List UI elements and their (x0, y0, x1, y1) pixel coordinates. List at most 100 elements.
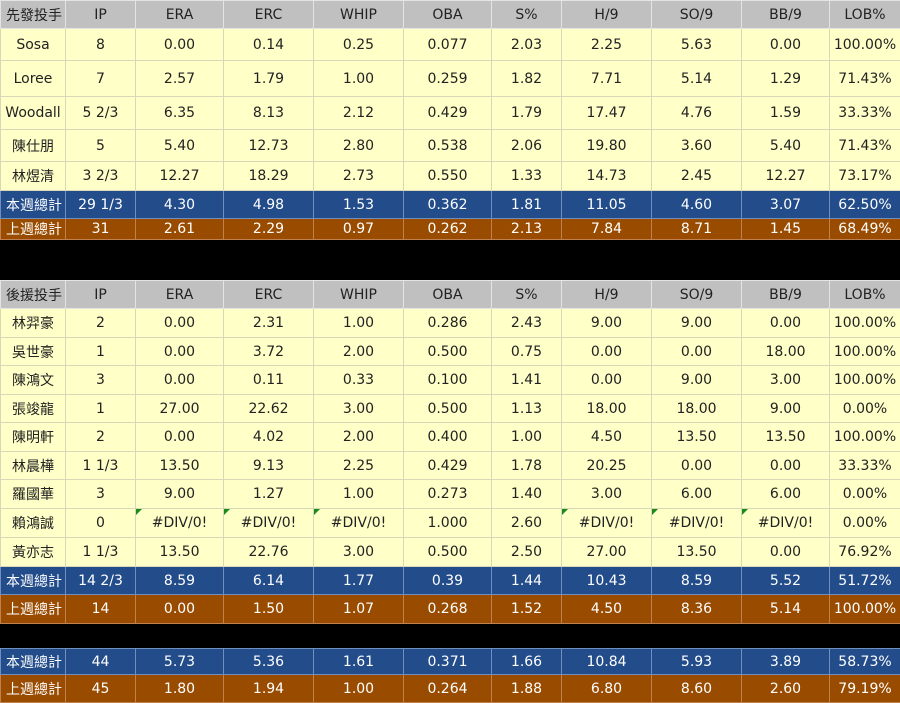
total-stat-cell[interactable]: 1.00 (314, 675, 404, 703)
stat-cell[interactable]: 0.273 (404, 480, 492, 509)
total-stat-cell[interactable]: 1.94 (224, 675, 314, 703)
column-header[interactable]: ERC (224, 281, 314, 309)
pitcher-name-cell[interactable]: Woodall (1, 97, 66, 130)
stat-cell[interactable]: 2 (66, 423, 136, 452)
stat-cell[interactable]: 0.077 (404, 29, 492, 61)
stat-cell[interactable]: 100.00% (830, 423, 900, 452)
total-stat-cell[interactable]: 8.71 (652, 219, 742, 240)
stat-cell[interactable]: 3.00 (562, 480, 652, 509)
total-stat-cell[interactable]: 3.07 (742, 191, 830, 219)
stat-cell[interactable]: 1.79 (492, 97, 562, 130)
total-stat-cell[interactable]: 7.84 (562, 219, 652, 240)
total-stat-cell[interactable]: 4.50 (562, 595, 652, 624)
stat-cell[interactable]: 18.29 (224, 162, 314, 191)
stat-cell[interactable]: 0.11 (224, 366, 314, 395)
stat-cell[interactable]: 12.27 (742, 162, 830, 191)
stat-cell[interactable]: 100.00% (830, 338, 900, 366)
total-stat-cell[interactable]: 14 (66, 595, 136, 624)
total-stat-cell[interactable]: 100.00% (830, 595, 900, 624)
pitcher-name-cell[interactable]: 林羿豪 (1, 309, 66, 338)
stat-cell[interactable]: 1.29 (742, 61, 830, 97)
stat-cell[interactable]: 2.06 (492, 130, 562, 162)
stat-cell[interactable]: 0.25 (314, 29, 404, 61)
stat-cell[interactable]: 7.71 (562, 61, 652, 97)
total-label-cell[interactable]: 本週總計 (1, 567, 66, 595)
total-stat-cell[interactable]: 8.60 (652, 675, 742, 703)
total-stat-cell[interactable]: 1.80 (136, 675, 224, 703)
total-stat-cell[interactable]: 1.88 (492, 675, 562, 703)
stat-cell[interactable]: 22.62 (224, 395, 314, 423)
stat-cell[interactable]: 76.92% (830, 538, 900, 567)
stat-cell[interactable]: 0.500 (404, 538, 492, 567)
column-header-role[interactable]: 先發投手 (1, 1, 66, 29)
stat-cell[interactable]: 0.00 (136, 309, 224, 338)
stat-cell[interactable]: 2.45 (652, 162, 742, 191)
total-stat-cell[interactable]: 5.52 (742, 567, 830, 595)
pitcher-name-cell[interactable]: 羅國華 (1, 480, 66, 509)
stat-cell[interactable]: 1.79 (224, 61, 314, 97)
total-stat-cell[interactable]: 1.52 (492, 595, 562, 624)
stat-cell[interactable]: 18.00 (652, 395, 742, 423)
stat-cell[interactable]: 20.25 (562, 452, 652, 480)
stat-cell[interactable]: 100.00% (830, 29, 900, 61)
stat-cell[interactable]: 0.259 (404, 61, 492, 97)
stat-cell[interactable]: 17.47 (562, 97, 652, 130)
stat-cell[interactable]: 71.43% (830, 61, 900, 97)
column-header[interactable]: SO/9 (652, 281, 742, 309)
stat-cell[interactable]: 1 1/3 (66, 452, 136, 480)
stat-cell[interactable]: #DIV/0! (562, 509, 652, 538)
stat-cell[interactable]: 2.25 (562, 29, 652, 61)
stat-cell[interactable]: 13.50 (136, 452, 224, 480)
stat-cell[interactable]: 0.00 (562, 338, 652, 366)
total-stat-cell[interactable]: 0.97 (314, 219, 404, 240)
stat-cell[interactable]: 9.00 (742, 395, 830, 423)
column-header[interactable]: OBA (404, 281, 492, 309)
stat-cell[interactable]: 0.00 (652, 338, 742, 366)
stat-cell[interactable]: 9.00 (652, 366, 742, 395)
total-stat-cell[interactable]: 29 1/3 (66, 191, 136, 219)
stat-cell[interactable]: 0.429 (404, 452, 492, 480)
stat-cell[interactable]: 5.14 (652, 61, 742, 97)
stat-cell[interactable]: 73.17% (830, 162, 900, 191)
total-stat-cell[interactable]: 1.77 (314, 567, 404, 595)
total-stat-cell[interactable]: 6.14 (224, 567, 314, 595)
total-label-cell[interactable]: 上週總計 (1, 675, 66, 703)
stat-cell[interactable]: 1.00 (314, 61, 404, 97)
stat-cell[interactable]: 5.63 (652, 29, 742, 61)
stat-cell[interactable]: 2.50 (492, 538, 562, 567)
stat-cell[interactable]: 0.00 (136, 338, 224, 366)
stat-cell[interactable]: 27.00 (562, 538, 652, 567)
stat-cell[interactable]: 3.00 (742, 366, 830, 395)
pitcher-name-cell[interactable]: 陳鴻文 (1, 366, 66, 395)
total-stat-cell[interactable]: 0.00 (136, 595, 224, 624)
stat-cell[interactable]: 2.80 (314, 130, 404, 162)
stat-cell[interactable]: 22.76 (224, 538, 314, 567)
stat-cell[interactable]: #DIV/0! (314, 509, 404, 538)
column-header[interactable]: WHIP (314, 1, 404, 29)
stat-cell[interactable]: 2 (66, 309, 136, 338)
total-stat-cell[interactable]: 44 (66, 649, 136, 675)
total-stat-cell[interactable]: 4.30 (136, 191, 224, 219)
total-stat-cell[interactable]: 1.81 (492, 191, 562, 219)
total-stat-cell[interactable]: 5.73 (136, 649, 224, 675)
column-header[interactable]: IP (66, 281, 136, 309)
stat-cell[interactable]: 0.286 (404, 309, 492, 338)
total-stat-cell[interactable]: 14 2/3 (66, 567, 136, 595)
stat-cell[interactable]: 6.00 (652, 480, 742, 509)
stat-cell[interactable]: 1.000 (404, 509, 492, 538)
stat-cell[interactable]: 0.400 (404, 423, 492, 452)
total-stat-cell[interactable]: 1.07 (314, 595, 404, 624)
stat-cell[interactable]: 9.00 (136, 480, 224, 509)
stat-cell[interactable]: 5.40 (136, 130, 224, 162)
stat-cell[interactable]: 0.14 (224, 29, 314, 61)
pitcher-name-cell[interactable]: 林晨樺 (1, 452, 66, 480)
total-label-cell[interactable]: 上週總計 (1, 219, 66, 240)
stat-cell[interactable]: 0.00 (136, 29, 224, 61)
stat-cell[interactable]: 2.60 (492, 509, 562, 538)
stat-cell[interactable]: 27.00 (136, 395, 224, 423)
total-stat-cell[interactable]: 6.80 (562, 675, 652, 703)
stat-cell[interactable]: 9.13 (224, 452, 314, 480)
total-stat-cell[interactable]: 10.84 (562, 649, 652, 675)
stat-cell[interactable]: 2.12 (314, 97, 404, 130)
stat-cell[interactable]: 3 2/3 (66, 162, 136, 191)
